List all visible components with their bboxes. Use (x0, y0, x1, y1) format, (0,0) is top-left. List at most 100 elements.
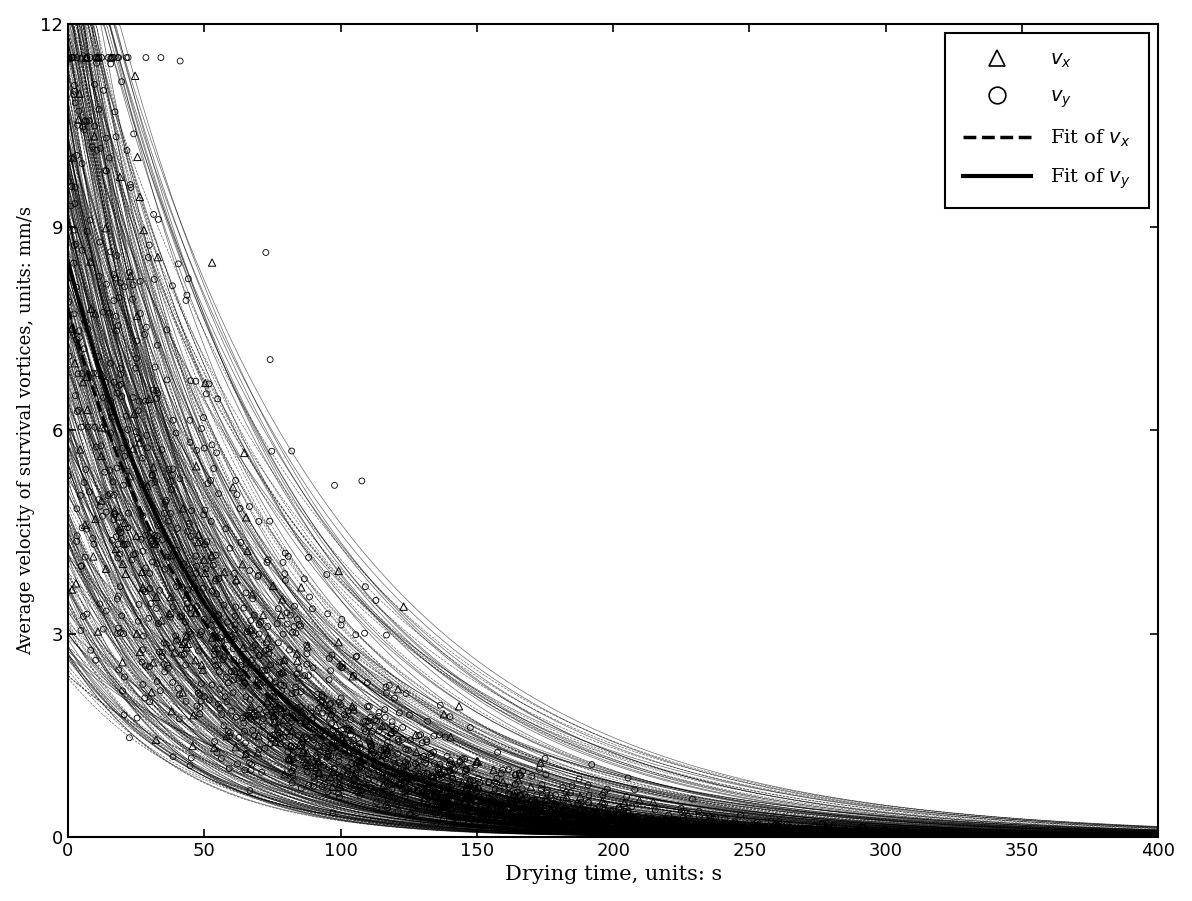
Point (321, 696, 340, 711)
Point (393, 720, 412, 734)
Point (408, 770, 427, 785)
Point (747, 815, 766, 830)
Point (1051, 828, 1070, 842)
Point (1125, 829, 1144, 843)
Point (924, 828, 943, 842)
Point (669, 824, 688, 838)
Point (64, 78, 83, 93)
Point (961, 828, 980, 842)
Point (107, 530, 126, 544)
Point (1143, 829, 1162, 843)
Point (937, 825, 956, 840)
Point (789, 823, 808, 837)
Point (286, 626, 305, 641)
Point (869, 828, 888, 842)
Point (697, 815, 716, 829)
Point (994, 827, 1013, 842)
Point (827, 827, 846, 842)
Point (1110, 829, 1129, 843)
Point (741, 820, 760, 834)
Point (484, 762, 503, 777)
Point (333, 660, 352, 675)
Point (1130, 830, 1149, 844)
Point (1030, 829, 1049, 843)
Point (577, 815, 596, 829)
Point (484, 795, 503, 809)
Point (1056, 829, 1075, 843)
Point (274, 652, 293, 667)
Point (1095, 829, 1115, 843)
Point (931, 828, 950, 842)
Point (432, 797, 451, 812)
Point (440, 779, 459, 794)
Point (1051, 829, 1070, 843)
Point (581, 811, 600, 825)
Point (422, 793, 441, 807)
Point (228, 757, 247, 771)
Point (521, 779, 540, 794)
Point (247, 678, 266, 693)
Point (237, 624, 256, 639)
Point (97, 163, 116, 177)
Point (999, 828, 1018, 842)
Point (163, 278, 182, 293)
Point (163, 461, 182, 476)
Point (350, 760, 370, 774)
Point (358, 676, 377, 690)
Point (523, 796, 542, 811)
Point (940, 828, 960, 842)
Point (586, 806, 606, 821)
Point (625, 811, 644, 825)
Point (913, 828, 932, 842)
Point (704, 822, 724, 836)
Point (432, 768, 451, 782)
Point (1066, 829, 1085, 843)
Point (128, 626, 147, 641)
Point (157, 658, 176, 672)
Point (913, 829, 932, 843)
Point (265, 688, 284, 703)
Point (457, 762, 476, 777)
Point (727, 822, 746, 836)
Point (703, 825, 722, 840)
Point (769, 827, 788, 842)
Point (585, 803, 604, 817)
Point (229, 671, 248, 686)
Point (679, 811, 699, 825)
Point (1131, 829, 1150, 843)
Point (390, 705, 409, 720)
Point (807, 828, 826, 842)
Point (583, 824, 602, 839)
Point (701, 810, 720, 824)
Point (517, 817, 536, 832)
Point (828, 824, 848, 839)
Point (1074, 829, 1093, 843)
Point (613, 820, 632, 834)
Point (917, 827, 936, 842)
Point (1062, 828, 1081, 842)
Point (231, 666, 250, 680)
Point (595, 818, 614, 833)
Point (750, 825, 769, 840)
Point (852, 828, 871, 842)
Point (415, 769, 434, 783)
Point (473, 809, 492, 824)
Point (499, 779, 519, 794)
Point (668, 818, 687, 833)
Point (300, 755, 319, 769)
Point (611, 815, 631, 830)
Point (766, 822, 786, 836)
Point (1120, 829, 1140, 843)
Point (575, 799, 594, 814)
Point (458, 777, 477, 791)
Point (744, 825, 763, 840)
Point (1089, 829, 1109, 843)
Point (1022, 828, 1041, 842)
Point (1110, 829, 1129, 843)
Point (900, 829, 919, 843)
Point (883, 828, 902, 842)
Point (293, 731, 312, 745)
Point (205, 653, 224, 668)
Point (675, 818, 694, 833)
Point (1136, 829, 1155, 843)
